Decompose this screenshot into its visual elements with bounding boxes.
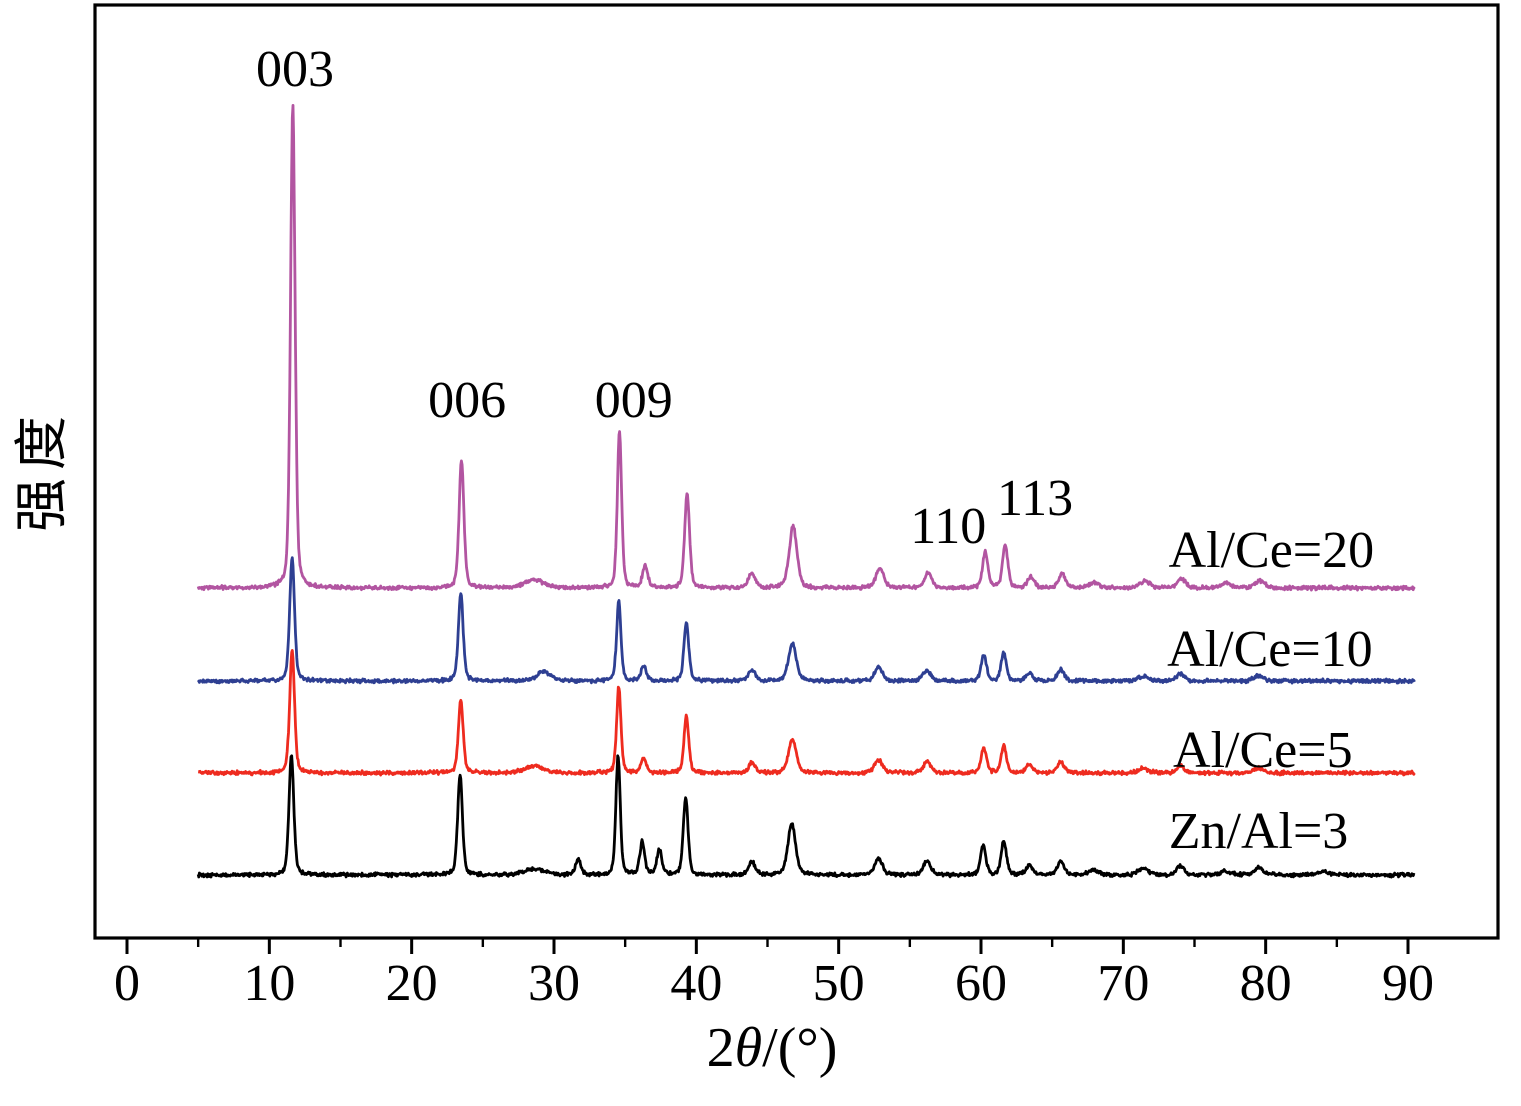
x-axis-label-suffix: /(°) [762,1017,838,1079]
peak-label-110: 110 [910,498,987,555]
x-tick-label-80: 80 [1239,955,1292,1012]
x-tick-label-50: 50 [812,955,865,1012]
x-axis-label-prefix: 2 [706,1017,735,1079]
plot-frame [93,3,1500,940]
peak-label-113: 113 [997,470,1074,527]
x-axis-label: 2θ/(°) [707,1020,838,1076]
series-label-zn-al-3: Zn/Al=3 [1168,803,1349,860]
x-tick-label-40: 40 [670,955,723,1012]
xrd-trace-al-ce-20 [196,104,1416,592]
peak-label-006: 006 [428,372,507,429]
peak-label-009: 009 [594,372,673,429]
y-axis-label: 强度 [12,408,72,532]
series-label-al-ce-20: Al/Ce=20 [1168,522,1375,579]
xrd-trace-al-ce-10 [197,556,1416,685]
x-tick-label-20: 20 [385,955,438,1012]
peak-label-003: 003 [255,41,334,98]
theta-symbol: θ [734,1017,763,1079]
x-tick-label-10: 10 [243,955,296,1012]
series-label-al-ce-5: Al/Ce=5 [1173,722,1353,779]
x-tick-label-70: 70 [1097,955,1150,1012]
x-tick-label-0: 0 [114,955,140,1012]
x-tick-label-30: 30 [528,955,580,1012]
series-label-al-ce-10: Al/Ce=10 [1167,621,1373,678]
xrd-trace-zn-al-3 [196,754,1416,879]
x-tick-label-60: 60 [955,955,1007,1012]
xrd-trace-al-ce-5 [197,649,1416,777]
x-tick-label-90: 90 [1382,955,1434,1012]
